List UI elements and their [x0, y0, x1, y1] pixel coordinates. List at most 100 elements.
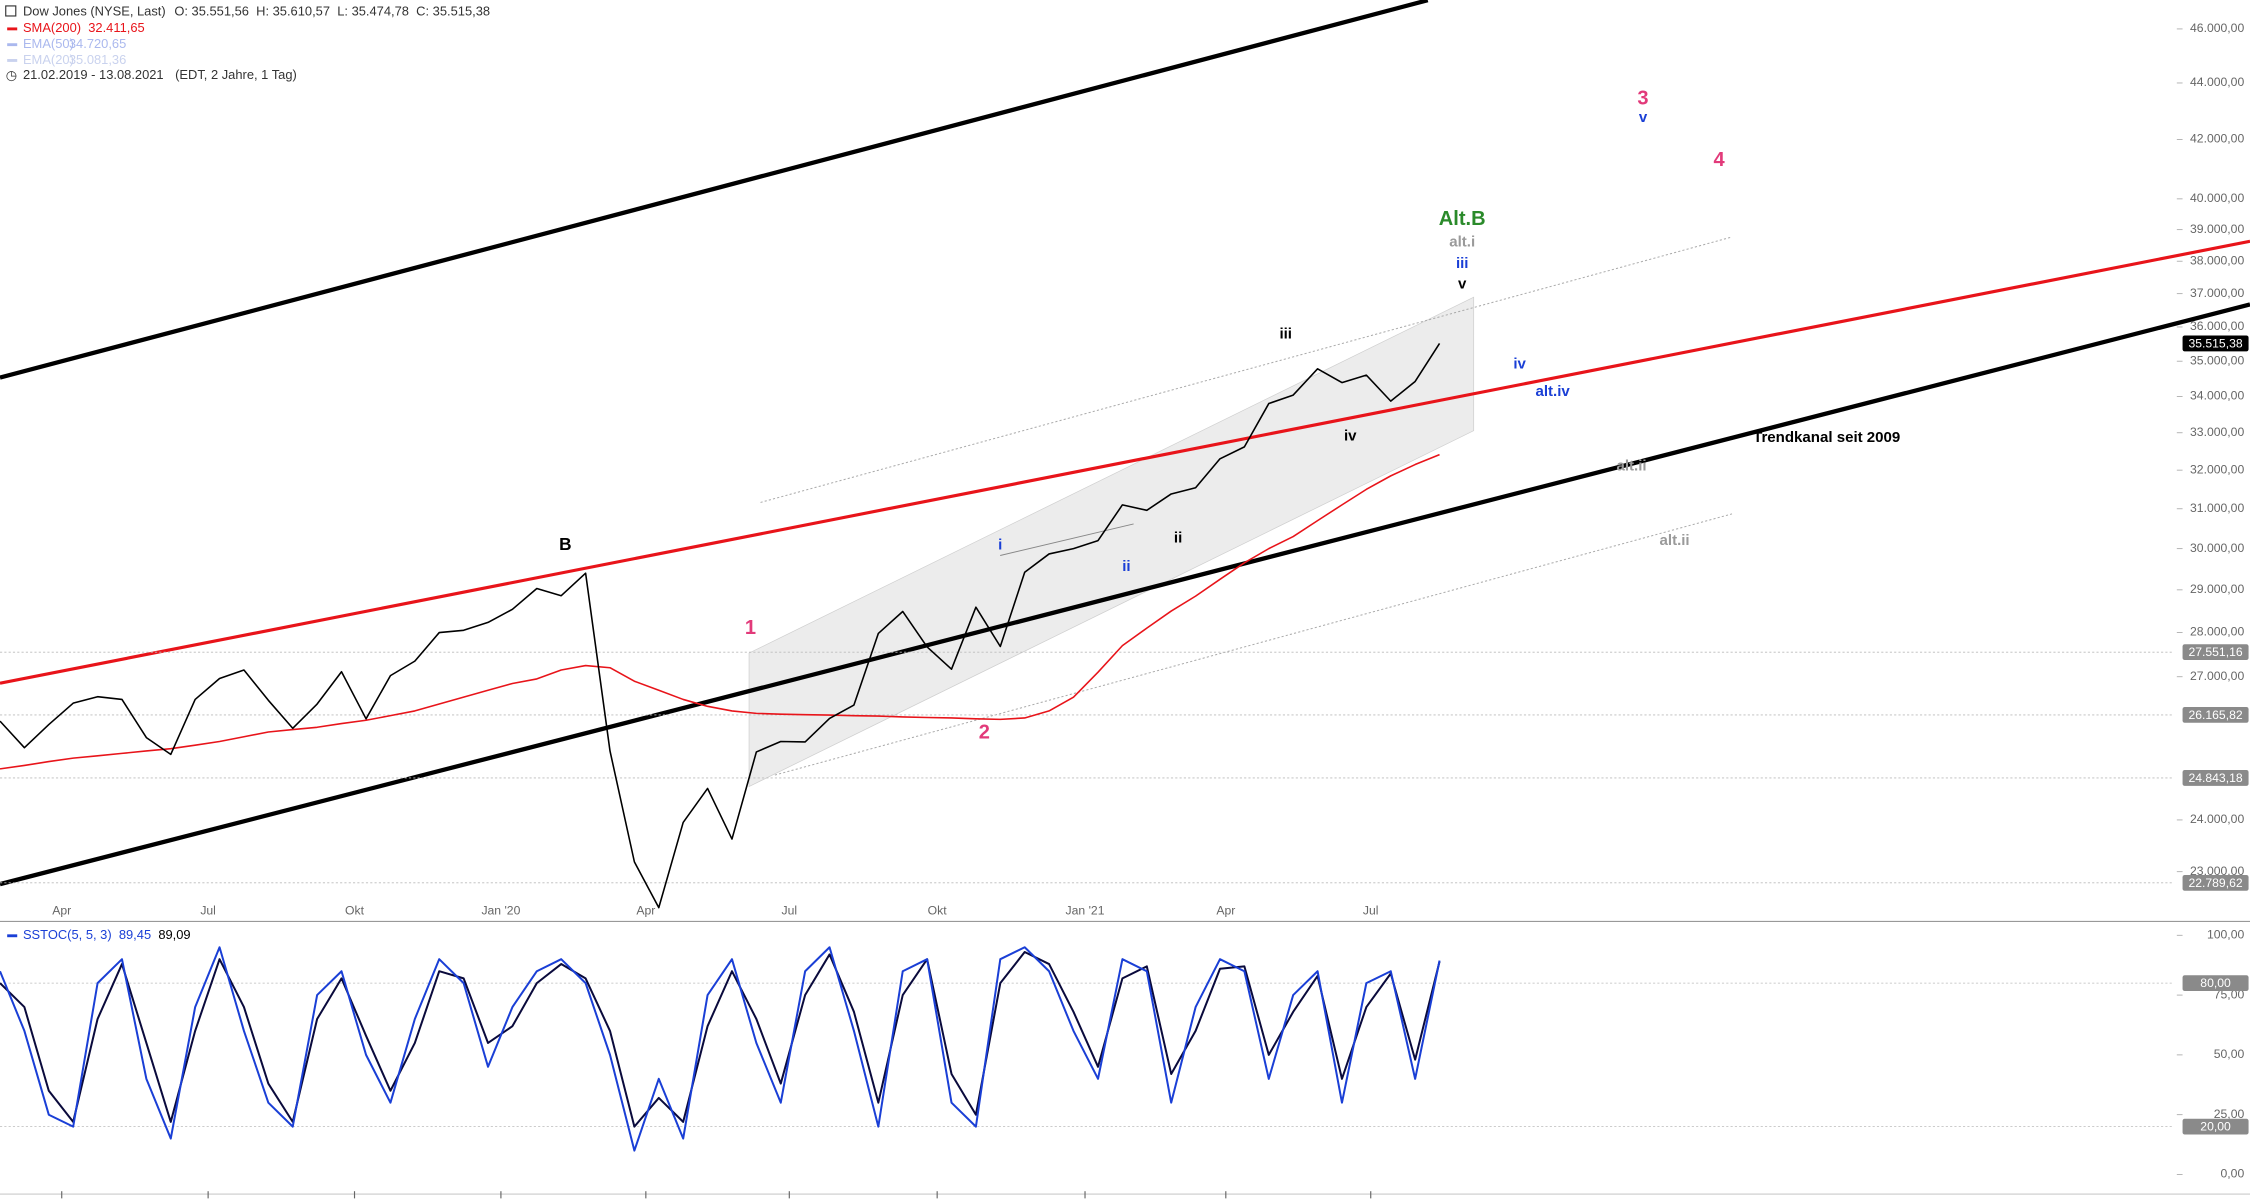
legend-value: 34.720,65 [69, 36, 126, 51]
price-badge-label: 35.515,38 [2188, 336, 2242, 350]
line-series [0, 950, 1441, 1128]
trend-line [0, 302, 2250, 887]
y-tick-label: 34.000,00 [2190, 389, 2244, 403]
price-badge [2182, 975, 2249, 992]
price-badge-label: 22.789,62 [2188, 876, 2242, 890]
legend-entry: SMA(200) 32.411,65 [23, 20, 145, 35]
wave-label: iv [1513, 356, 1526, 373]
legend-swatch [7, 59, 18, 62]
price-badge-label: 26.165,82 [2188, 708, 2242, 722]
y-tick-label: 31.000,00 [2190, 501, 2244, 515]
x-tick-label: Apr [1216, 904, 1235, 918]
y-tick-label: 28.000,00 [2190, 625, 2244, 639]
channel [748, 296, 1475, 788]
ohlc: O: 35.551,56 [174, 4, 249, 19]
legend-name: EMA(50) [23, 36, 74, 51]
wave-label: v [1458, 275, 1467, 292]
wave-label: 3 [1637, 87, 1648, 109]
x-tick-label: Jul [1363, 904, 1379, 918]
x-tick-label: Apr [52, 904, 71, 918]
y-tick-label: 27.000,00 [2190, 669, 2244, 683]
wave-label: iii [1279, 326, 1292, 343]
legend-name: EMA(20) [23, 52, 74, 67]
line-series [0, 453, 1440, 770]
y-tick-label: 25,00 [2214, 1107, 2245, 1121]
y-tick-label: 23.000,00 [2190, 864, 2244, 878]
x-tick-label: Jul [782, 904, 798, 918]
y-tick-label: 32.000,00 [2190, 462, 2244, 476]
clock-icon: ◷ [6, 68, 17, 83]
x-tick-label: Jul [200, 904, 216, 918]
wave-label: iv [1344, 427, 1357, 444]
price-badge [2182, 644, 2249, 661]
y-tick-label: 39.000,00 [2190, 222, 2244, 236]
y-tick-label: 42.000,00 [2190, 132, 2244, 146]
y-tick-label: 38.000,00 [2190, 253, 2244, 267]
wave-label: alt.iv [1535, 383, 1570, 400]
ohlc: L: 35.474,78 [337, 4, 409, 19]
wave-label: alt.i [1449, 234, 1475, 251]
price-badge-label: 24.843,18 [2188, 771, 2242, 785]
legend-title: Dow Jones (NYSE, Last) O: 35.551,56 H: 35.… [23, 4, 490, 19]
price-badge-label: 27.551,16 [2188, 645, 2242, 659]
x-tick-label: Jan '21 [1066, 904, 1105, 918]
price-badge [2182, 706, 2249, 723]
y-tick-label: 50,00 [2214, 1047, 2245, 1061]
trend-line [0, 0, 1429, 380]
y-tick-label: 40.000,00 [2190, 191, 2244, 205]
wave-label: alt.ii [1616, 458, 1646, 475]
ohlc: H: 35.610,57 [256, 4, 330, 19]
line-series [0, 946, 1441, 1152]
x-tick-label: Okt [345, 904, 365, 918]
price-badge [2182, 874, 2249, 891]
wave-line [1000, 523, 1134, 557]
wave-label: B [559, 534, 571, 554]
wave-label: 2 [979, 722, 990, 744]
series-group [0, 946, 1441, 1152]
dotted-trend [774, 513, 1733, 776]
x-tick-label: Jan '20 [481, 904, 520, 918]
wave-label: 4 [1713, 149, 1725, 171]
y-tick-label: 46.000,00 [2190, 21, 2244, 35]
wave-label: Trendkanal seit 2009 [1753, 429, 1900, 446]
wave-label: i [998, 536, 1002, 553]
chart-icon [5, 5, 17, 17]
indicator-legend: SSTOC(5, 5, 3) 89,45 89,09 [23, 927, 191, 942]
ohlc: C: 35.515,38 [416, 4, 490, 19]
legend-value: 35.081,36 [69, 52, 126, 67]
x-tick-label: Apr [636, 904, 655, 918]
price-badge-label: 80,00 [2200, 976, 2231, 990]
price-badge-label: 20,00 [2200, 1120, 2231, 1134]
wave-label: alt.ii [1660, 532, 1690, 549]
wave-label: ii [1174, 529, 1182, 546]
trend-line [0, 239, 2250, 685]
legend-name: SMA(200) [23, 20, 81, 35]
wave-label: ii [1122, 558, 1130, 575]
range-info: (EDT, 2 Jahre, 1 Tag) [175, 68, 297, 83]
price-badge [2182, 335, 2249, 352]
legend-swatch [7, 27, 18, 31]
legend-range: 21.02.2019 - 13.08.2021 (EDT, 2 Jahre, 1 … [23, 68, 297, 83]
legend-title-text: Dow Jones (NYSE, Last) [23, 4, 166, 19]
legend: Dow Jones (NYSE, Last) O: 35.551,56 H: 35.… [6, 4, 490, 942]
legend-value: 32.411,65 [88, 20, 144, 35]
wave-label: v [1639, 109, 1648, 126]
indicator-value: 89,45 [119, 927, 151, 942]
y-tick-label: 100,00 [2207, 928, 2244, 942]
y-tick-label: 36.000,00 [2190, 319, 2244, 333]
line-series [0, 343, 1441, 909]
x-tick-label: Okt [928, 904, 948, 918]
legend-swatch [7, 934, 18, 938]
y-tick-label: 44.000,00 [2190, 75, 2244, 89]
indicator-value: 89,09 [158, 927, 190, 942]
wave-label: 1 [745, 617, 756, 639]
price-badge [2182, 770, 2249, 786]
wave-label: iii [1456, 255, 1469, 272]
legend-swatch [7, 43, 18, 47]
indicator-title: SSTOC(5, 5, 3) [23, 927, 112, 942]
y-tick-label: 30.000,00 [2190, 541, 2244, 555]
price-badge [2182, 1118, 2249, 1135]
y-tick-label: 24.000,00 [2190, 812, 2244, 826]
